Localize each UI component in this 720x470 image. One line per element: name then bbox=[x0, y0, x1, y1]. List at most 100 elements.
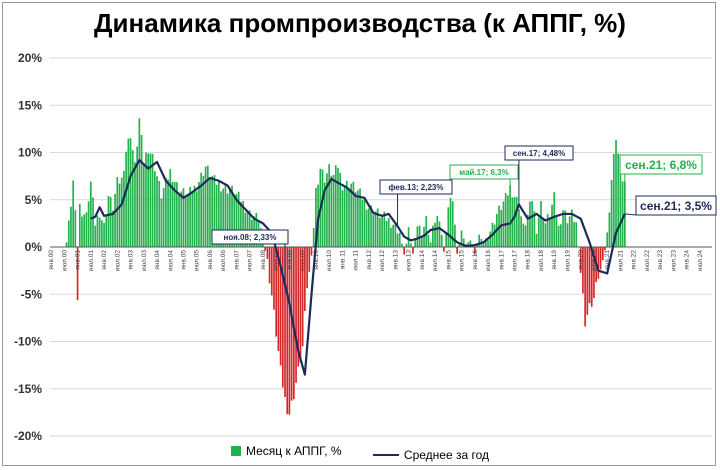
bar bbox=[365, 209, 368, 247]
bar bbox=[553, 192, 556, 247]
bar bbox=[290, 247, 293, 401]
bar bbox=[568, 216, 571, 247]
bar bbox=[167, 179, 169, 247]
bar bbox=[467, 242, 469, 247]
y-tick-label: 15% bbox=[18, 98, 42, 112]
bar bbox=[118, 183, 121, 247]
x-tick-label: июл.07 bbox=[247, 250, 254, 272]
bar bbox=[500, 209, 503, 247]
x-tick-label: июл.18 bbox=[538, 250, 545, 272]
x-tick-label: янв.07 bbox=[233, 250, 240, 270]
bar bbox=[608, 212, 611, 247]
bar bbox=[403, 247, 406, 255]
callout-label: сен.17; 4,48% bbox=[513, 149, 565, 158]
bar bbox=[445, 234, 447, 247]
bar bbox=[544, 223, 547, 248]
x-tick-label: июл.01 bbox=[88, 250, 95, 272]
bar bbox=[524, 225, 527, 247]
bar bbox=[396, 233, 399, 247]
x-tick-label: июл.05 bbox=[194, 250, 201, 272]
bar bbox=[147, 153, 150, 247]
bar bbox=[202, 175, 205, 247]
x-tick-label: июл.19 bbox=[564, 250, 571, 272]
bar bbox=[328, 164, 330, 247]
bar bbox=[409, 243, 412, 247]
bar bbox=[116, 177, 119, 247]
bar bbox=[215, 184, 218, 247]
bar bbox=[387, 218, 390, 247]
bar bbox=[449, 198, 452, 247]
bar bbox=[489, 231, 492, 247]
callout-label: ноя.08; 2,33% bbox=[224, 233, 277, 242]
bar bbox=[381, 214, 383, 247]
bar bbox=[562, 210, 564, 247]
bar bbox=[156, 176, 158, 248]
bar bbox=[101, 220, 103, 247]
bar bbox=[390, 227, 392, 247]
bar bbox=[182, 188, 185, 247]
bar bbox=[356, 190, 359, 247]
bar bbox=[330, 175, 333, 247]
bar bbox=[438, 221, 441, 247]
bar bbox=[520, 216, 522, 247]
bar bbox=[454, 224, 456, 247]
bar bbox=[427, 234, 430, 247]
bar bbox=[321, 169, 324, 247]
y-tick-label: -20% bbox=[14, 429, 42, 443]
bar bbox=[564, 210, 567, 247]
bar bbox=[456, 247, 458, 254]
bar bbox=[354, 192, 357, 247]
bar bbox=[374, 211, 377, 247]
bar bbox=[546, 214, 549, 247]
bar bbox=[299, 247, 302, 363]
bar bbox=[533, 211, 536, 247]
bar bbox=[288, 247, 291, 415]
bar bbox=[120, 177, 123, 247]
bar bbox=[308, 247, 311, 272]
bar bbox=[198, 181, 200, 247]
bar bbox=[92, 197, 94, 247]
bar bbox=[379, 217, 381, 247]
bar bbox=[478, 234, 481, 247]
bar bbox=[555, 215, 558, 247]
bar bbox=[529, 201, 531, 247]
bar bbox=[81, 216, 83, 247]
legend: Месяц к АППГ, % Среднее за год bbox=[0, 444, 720, 462]
bar bbox=[217, 181, 220, 247]
average-line bbox=[90, 158, 626, 376]
x-tick-label: янв.10 bbox=[313, 250, 320, 270]
x-tick-label: янв.17 bbox=[498, 250, 505, 270]
bar bbox=[593, 247, 595, 299]
bar bbox=[180, 191, 183, 247]
bar bbox=[89, 181, 92, 247]
bar bbox=[151, 153, 154, 247]
bar bbox=[405, 243, 408, 247]
bar bbox=[606, 232, 609, 247]
bar bbox=[213, 175, 216, 247]
bar bbox=[551, 204, 553, 247]
x-tick-label: июл.02 bbox=[114, 250, 121, 272]
x-tick-label: янв.21 bbox=[604, 250, 611, 270]
x-tick-label: июл.03 bbox=[141, 250, 148, 272]
bar bbox=[226, 193, 229, 247]
x-tick-label: янв.24 bbox=[684, 250, 691, 270]
callout-box bbox=[449, 164, 519, 180]
legend-swatch-bars bbox=[230, 446, 241, 456]
bar bbox=[142, 164, 145, 247]
bar bbox=[191, 192, 194, 247]
y-tick-label: 20% bbox=[18, 51, 42, 65]
bar bbox=[270, 247, 273, 296]
bar bbox=[368, 208, 370, 247]
bar bbox=[112, 210, 114, 247]
bar bbox=[610, 180, 613, 247]
bar bbox=[425, 216, 428, 247]
bar bbox=[70, 206, 72, 247]
bar bbox=[359, 188, 361, 247]
bar bbox=[187, 193, 189, 247]
bar bbox=[571, 209, 573, 247]
bar bbox=[337, 168, 339, 247]
bar bbox=[131, 150, 134, 247]
bar bbox=[304, 247, 306, 311]
bar bbox=[140, 135, 143, 247]
x-tick-label: июл.16 bbox=[485, 250, 492, 272]
